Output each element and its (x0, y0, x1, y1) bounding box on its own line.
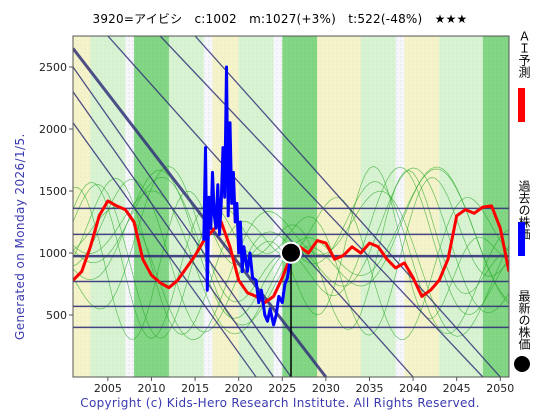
y-tick-label: 1500 (39, 185, 67, 198)
chart-title: 3920=アイビシ c:1002 m:1027(+3%) t:522(-48%)… (92, 12, 468, 26)
x-tick-label: 2020 (225, 382, 253, 395)
y-tick-label: 2000 (39, 123, 67, 136)
trend-line (73, 66, 292, 377)
x-tick-label: 2035 (355, 382, 383, 395)
x-tick-label: 2010 (137, 382, 165, 395)
legend-past-swatch (518, 222, 525, 256)
x-tick-label: 2040 (399, 382, 427, 395)
generated-date: Generated on Monday 2026/1/5. (13, 133, 27, 340)
copyright-notice: Copyright (c) Kids-Hero Research Institu… (80, 396, 480, 410)
trend-line (194, 36, 501, 377)
x-tick-label: 2050 (486, 382, 514, 395)
background-band (134, 36, 169, 377)
trend-line (107, 36, 414, 377)
background-wave-line (73, 177, 509, 339)
trend-line (73, 91, 275, 377)
x-tick-label: 2015 (181, 382, 209, 395)
trend-line (73, 47, 328, 377)
legend-latest-label: 最新の株価 (517, 290, 531, 350)
trend-line (159, 36, 484, 377)
x-tick-label: 2045 (443, 382, 471, 395)
y-tick-label: 500 (46, 309, 67, 322)
background-band (439, 36, 483, 377)
x-tick-label: 2005 (94, 382, 122, 395)
background-wave-line (73, 190, 509, 340)
background-band (73, 36, 91, 377)
background-band (238, 36, 274, 377)
legend-latest-swatch (514, 356, 530, 372)
x-tick-label: 2030 (312, 382, 340, 395)
plot-frame (72, 35, 510, 378)
y-tick-label: 2500 (39, 61, 67, 74)
legend-forecast-swatch (518, 88, 525, 122)
x-tick-label: 2025 (268, 382, 296, 395)
past-price-series-line (202, 65, 293, 327)
latest-price-marker (280, 241, 302, 264)
trend-line (73, 122, 257, 377)
background-band (360, 36, 396, 377)
legend-forecast-label: ＡＩ予測 (517, 30, 531, 78)
background-band (282, 36, 318, 377)
background-band (168, 36, 204, 377)
y-tick-label: 1000 (39, 247, 67, 260)
